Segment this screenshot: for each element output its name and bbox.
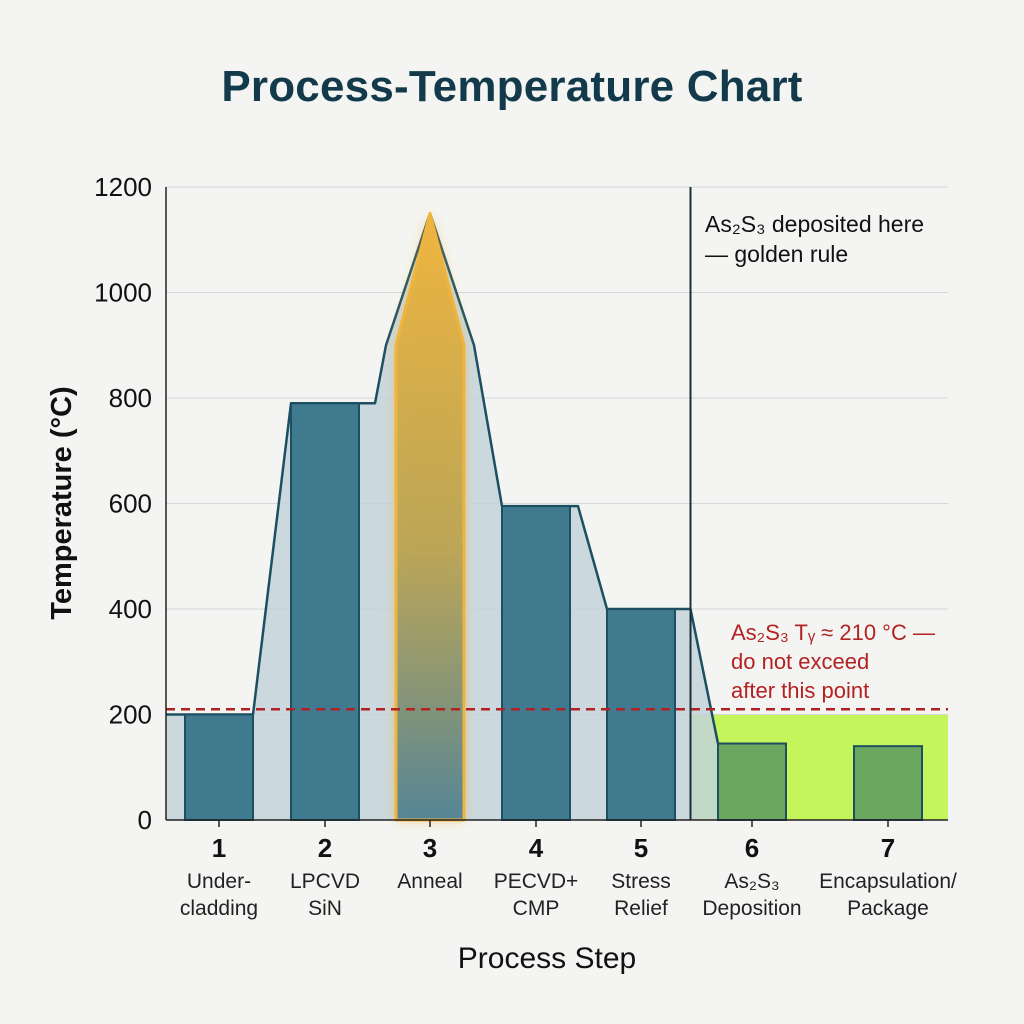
x-step-name-7-line-2: Package (847, 897, 929, 920)
overlay-layer (166, 187, 948, 820)
x-step-name-7-line-1: Encapsulation/ (819, 870, 957, 893)
x-step-number-3: 3 (423, 833, 437, 863)
x-step-name-1-line-2: cladding (180, 897, 258, 920)
x-step-number-2: 2 (318, 833, 332, 863)
marker-annotation-line-2: — golden rule (705, 241, 848, 267)
x-step-number-1: 1 (212, 833, 226, 863)
chart-title: Process-Temperature Chart (221, 62, 803, 111)
x-step-name-4-line-2: CMP (513, 897, 560, 920)
y-axis-label: Temperature (°C) (46, 386, 78, 619)
y-tick-label-1200: 1200 (94, 172, 152, 202)
threshold-annotation-line-2: do not exceed (731, 649, 869, 674)
y-tick-label-0: 0 (138, 805, 152, 835)
bar-step-5 (606, 608, 676, 821)
bars-layer (184, 211, 923, 822)
y-tick-label-600: 600 (109, 489, 152, 519)
x-step-name-3-line-1: Anneal (397, 870, 462, 893)
y-tick-label-1000: 1000 (94, 278, 152, 308)
x-step-name-5-line-2: Relief (614, 897, 668, 920)
x-axis-label: Process Step (458, 942, 636, 975)
bar-step-4 (501, 505, 571, 821)
axes-layer (165, 187, 948, 827)
bar-step-2 (290, 402, 360, 821)
y-tick-label-800: 800 (109, 383, 152, 413)
x-step-name-6-line-2: Deposition (702, 897, 801, 920)
labels-layer: 0 200 400 600 800 1000 1200 Temperature (°C) 1 Un… (46, 172, 957, 975)
x-step-name-6-line-1: As₂S₃ (724, 870, 779, 893)
x-step-name-4-line-1: PECVD+ (494, 870, 579, 893)
x-step-name-2-line-1: LPCVD (290, 870, 360, 893)
marker-annotation-line-1: As₂S₃ deposited here (705, 211, 924, 237)
bar-step-6 (717, 742, 787, 822)
x-step-name-5-line-1: Stress (611, 870, 671, 893)
bar-step-3 (394, 211, 466, 822)
x-step-number-6: 6 (745, 833, 759, 863)
x-step-number-5: 5 (634, 833, 648, 863)
threshold-annotation-line-1: As₂S₃ Tᵧ ≈ 210 °C — (731, 620, 935, 645)
bar-step-1 (184, 713, 254, 821)
x-step-number-7: 7 (881, 833, 895, 863)
y-tick-label-400: 400 (109, 594, 152, 624)
y-tick-label-200: 200 (109, 700, 152, 730)
bar-step-7 (853, 745, 923, 822)
x-step-name-1-line-1: Under- (187, 870, 251, 893)
x-step-number-4: 4 (529, 833, 544, 863)
threshold-annotation-line-3: after this point (731, 678, 869, 703)
x-step-name-2-line-2: SiN (308, 897, 342, 920)
